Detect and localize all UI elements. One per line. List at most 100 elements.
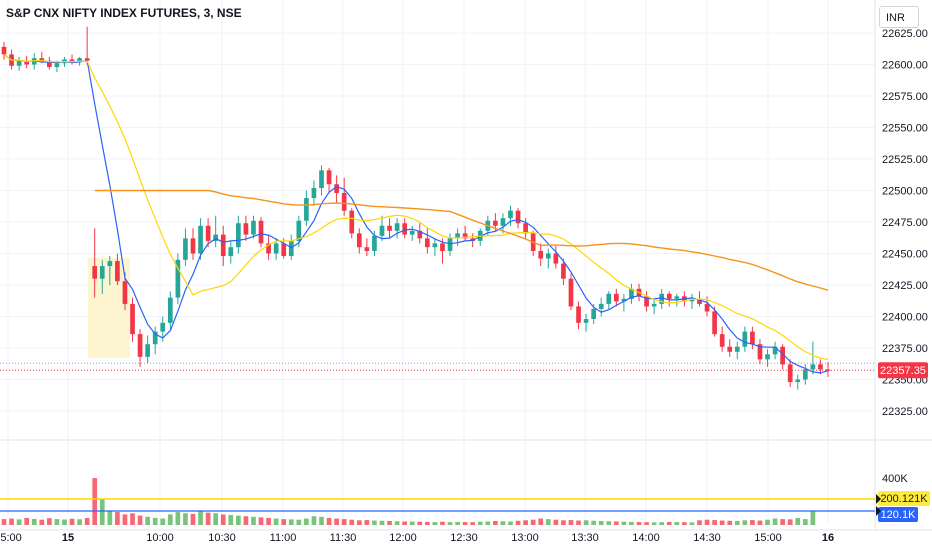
candle-body <box>568 278 574 307</box>
volume-bar <box>561 520 566 525</box>
volume-bar <box>545 519 551 525</box>
volume-bar <box>576 520 581 525</box>
candle-body <box>281 243 287 257</box>
candle-body <box>697 298 702 304</box>
volume-bar <box>402 521 408 525</box>
currency-selector[interactable]: INR <box>879 6 919 28</box>
volume-bar <box>734 521 740 525</box>
candle-body <box>613 293 619 302</box>
axis-marker-icon <box>876 494 881 504</box>
volume-bar <box>205 512 211 525</box>
candle-body <box>606 293 612 304</box>
candle-body <box>99 266 105 279</box>
candle-body <box>470 238 476 241</box>
volume-bar <box>697 520 702 525</box>
candle-body <box>334 184 339 194</box>
volume-bar <box>772 518 778 525</box>
candle-body <box>734 346 740 352</box>
volume-bar <box>9 518 14 525</box>
candle-body <box>500 218 506 226</box>
candle-body <box>122 281 128 304</box>
volume-bar <box>288 519 294 525</box>
volume-bar <box>508 521 513 525</box>
volume-bar <box>606 521 612 525</box>
volume-bar <box>515 520 521 525</box>
volume-bar <box>334 518 339 525</box>
candle-body <box>356 233 362 248</box>
candle-body <box>765 354 770 360</box>
candle-body <box>296 220 302 241</box>
price-tick-label: 22550.00 <box>882 123 928 135</box>
volume-bar <box>727 520 733 525</box>
candle-body <box>205 225 211 241</box>
time-tick-label: 11:00 <box>270 532 297 544</box>
volume-bar <box>364 520 370 525</box>
candle-body <box>304 198 309 221</box>
candle-body <box>712 311 717 335</box>
volume-bar <box>440 521 445 525</box>
candle-body <box>31 58 37 65</box>
volume-bar <box>258 517 264 525</box>
candle-body <box>107 261 113 267</box>
candle-body <box>629 288 634 299</box>
volume-bar <box>236 515 241 525</box>
candle-body <box>251 220 256 235</box>
volume-bar <box>712 520 717 525</box>
candle-body <box>349 210 355 234</box>
volume-bar <box>379 520 385 525</box>
volume-bar <box>493 521 498 525</box>
volume-bar <box>644 522 649 525</box>
price-tick-label: 22425.00 <box>882 280 928 292</box>
volume-bar <box>311 516 317 525</box>
price-tick-label: 22525.00 <box>882 154 928 166</box>
volume-bar <box>243 516 249 525</box>
candle-body <box>16 60 22 66</box>
candle-body <box>802 369 808 380</box>
volume-bar <box>802 519 808 525</box>
volume-bar <box>455 521 460 525</box>
candle-body <box>92 266 98 279</box>
volume-bar <box>704 519 710 525</box>
volume-bar <box>24 517 30 525</box>
volume-bar <box>757 520 763 525</box>
candle-body <box>666 293 672 299</box>
price-tick-label: 22475.00 <box>882 217 928 229</box>
candle-body <box>727 346 733 352</box>
volume-bar <box>122 514 128 525</box>
volume-bar <box>674 522 680 525</box>
volume-bar <box>621 521 627 525</box>
candle-body <box>417 230 423 239</box>
candle-body <box>659 293 665 304</box>
candle-body <box>818 364 823 370</box>
candle-body <box>24 60 30 65</box>
time-tick-label: 12:00 <box>389 532 417 544</box>
candle-body <box>341 193 347 211</box>
volume-ma-tag-bg <box>878 491 930 506</box>
candle-body <box>440 243 445 251</box>
candle-body <box>598 303 604 309</box>
volume-bar <box>1 519 7 525</box>
volume-bar <box>742 520 748 525</box>
last-price-tag: 22357.35 <box>880 365 926 377</box>
candle-body <box>780 346 785 365</box>
candle-body <box>387 225 392 231</box>
time-tick-label: 14:30 <box>693 532 721 544</box>
volume-bar <box>659 522 665 525</box>
candle-body <box>379 225 385 236</box>
candle-body <box>621 298 627 302</box>
candle-body <box>409 230 415 235</box>
price-tick-label: 22450.00 <box>882 249 928 261</box>
candle-body <box>538 250 544 259</box>
volume-bar <box>266 517 271 525</box>
candle-body <box>152 331 158 345</box>
price-tick-label: 22325.00 <box>882 406 928 418</box>
candle-body <box>493 220 498 226</box>
volume-bar <box>251 516 256 525</box>
candle-body <box>742 331 748 347</box>
volume-axis-label: 400K <box>882 473 908 485</box>
price-tick-label: 22400.00 <box>882 312 928 324</box>
price-tick-label: 22375.00 <box>882 343 928 355</box>
candle-body <box>311 187 317 199</box>
